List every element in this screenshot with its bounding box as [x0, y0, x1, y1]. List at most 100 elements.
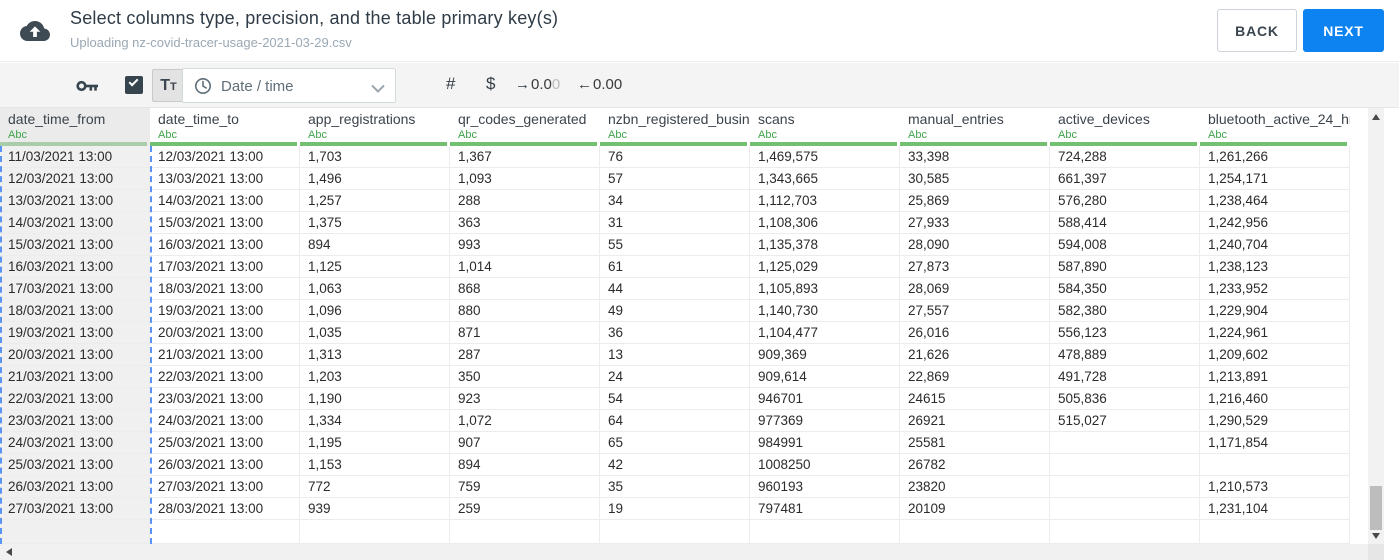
table-cell[interactable]: 588,414	[1050, 212, 1200, 234]
table-cell[interactable]: 26782	[900, 454, 1050, 476]
vertical-scrollbar-thumb[interactable]	[1370, 486, 1382, 530]
column-type-dropdown[interactable]: Date / time	[182, 68, 396, 103]
table-cell[interactable]	[750, 520, 900, 544]
table-cell[interactable]: 49	[600, 300, 750, 322]
table-cell[interactable]: 1,238,123	[1200, 256, 1350, 278]
table-cell[interactable]: 21/03/2021 13:00	[150, 344, 300, 366]
table-cell[interactable]: 478,889	[1050, 344, 1200, 366]
table-cell[interactable]: 1,140,730	[750, 300, 900, 322]
table-cell[interactable]	[300, 520, 450, 544]
table-cell[interactable]: 27,557	[900, 300, 1050, 322]
table-cell[interactable]: 25,869	[900, 190, 1050, 212]
column-header-bluetooth_active_24_hr_[interactable]: bluetooth_active_24_hr_ Abc	[1200, 108, 1350, 146]
table-cell[interactable]: 18/03/2021 13:00	[0, 300, 150, 322]
table-cell[interactable]: 1,104,477	[750, 322, 900, 344]
vertical-scrollbar[interactable]	[1368, 108, 1384, 544]
table-cell[interactable]: 1,203	[300, 366, 450, 388]
table-cell[interactable]: 1,229,904	[1200, 300, 1350, 322]
table-cell[interactable]: 1,242,956	[1200, 212, 1350, 234]
table-cell[interactable]: 1,254,171	[1200, 168, 1350, 190]
column-header-app_registrations[interactable]: app_registrations Abc	[300, 108, 450, 146]
table-cell[interactable]: 54	[600, 388, 750, 410]
table-cell[interactable]: 960193	[750, 476, 900, 498]
table-cell[interactable]: 28,090	[900, 234, 1050, 256]
table-cell[interactable]: 1,125	[300, 256, 450, 278]
table-cell[interactable]: 491,728	[1050, 366, 1200, 388]
table-cell[interactable]: 1,238,464	[1200, 190, 1350, 212]
table-cell[interactable]: 15/03/2021 13:00	[0, 234, 150, 256]
column-header-scans[interactable]: scans Abc	[750, 108, 900, 146]
table-cell[interactable]: 30,585	[900, 168, 1050, 190]
table-cell[interactable]: 17/03/2021 13:00	[150, 256, 300, 278]
table-cell[interactable]: 772	[300, 476, 450, 498]
table-cell[interactable]: 17/03/2021 13:00	[0, 278, 150, 300]
table-cell[interactable]: 1,096	[300, 300, 450, 322]
table-cell[interactable]: 25/03/2021 13:00	[0, 454, 150, 476]
table-cell[interactable]: 14/03/2021 13:00	[150, 190, 300, 212]
table-cell[interactable]: 42	[600, 454, 750, 476]
table-cell[interactable]	[1050, 520, 1200, 544]
table-cell[interactable]: 36	[600, 322, 750, 344]
table-cell[interactable]: 797481	[750, 498, 900, 520]
table-cell[interactable]: 1,240,704	[1200, 234, 1350, 256]
table-cell[interactable]	[1200, 520, 1350, 544]
table-cell[interactable]: 939	[300, 498, 450, 520]
table-cell[interactable]: 13/03/2021 13:00	[150, 168, 300, 190]
table-cell[interactable]: 19/03/2021 13:00	[150, 300, 300, 322]
increase-decimals-button[interactable]: →0.00	[515, 76, 560, 93]
table-cell[interactable]: 12/03/2021 13:00	[150, 146, 300, 168]
table-cell[interactable]: 24/03/2021 13:00	[0, 432, 150, 454]
table-cell[interactable]: 1,343,665	[750, 168, 900, 190]
table-cell[interactable]: 65	[600, 432, 750, 454]
table-cell[interactable]: 22,869	[900, 366, 1050, 388]
table-cell[interactable]: 55	[600, 234, 750, 256]
table-cell[interactable]: 515,027	[1050, 410, 1200, 432]
table-cell[interactable]: 27/03/2021 13:00	[0, 498, 150, 520]
table-cell[interactable]: 26/03/2021 13:00	[0, 476, 150, 498]
table-cell[interactable]	[600, 520, 750, 544]
table-cell[interactable]: 907	[450, 432, 600, 454]
scroll-down-icon[interactable]	[1372, 533, 1380, 539]
table-cell[interactable]: 33,398	[900, 146, 1050, 168]
table-cell[interactable]: 977369	[750, 410, 900, 432]
table-cell[interactable]: 26/03/2021 13:00	[150, 454, 300, 476]
table-cell[interactable]: 1,209,602	[1200, 344, 1350, 366]
table-cell[interactable]: 1,195	[300, 432, 450, 454]
table-cell[interactable]: 1,334	[300, 410, 450, 432]
table-cell[interactable]: 871	[450, 322, 600, 344]
table-cell[interactable]: 34	[600, 190, 750, 212]
column-header-date_time_from[interactable]: date_time_from Abc	[0, 108, 150, 146]
table-cell[interactable]: 24615	[900, 388, 1050, 410]
table-cell[interactable]: 894	[300, 234, 450, 256]
table-cell[interactable]: 1,112,703	[750, 190, 900, 212]
next-button[interactable]: NEXT	[1303, 9, 1384, 52]
table-cell[interactable]: 1,108,306	[750, 212, 900, 234]
table-cell[interactable]: 1,035	[300, 322, 450, 344]
table-cell[interactable]: 1,313	[300, 344, 450, 366]
table-cell[interactable]: 35	[600, 476, 750, 498]
currency-type-button[interactable]: $	[486, 74, 496, 93]
table-cell[interactable]: 1,093	[450, 168, 600, 190]
table-cell[interactable]: 259	[450, 498, 600, 520]
table-cell[interactable]: 350	[450, 366, 600, 388]
table-cell[interactable]: 24/03/2021 13:00	[150, 410, 300, 432]
column-header-date_time_to[interactable]: date_time_to Abc	[150, 108, 300, 146]
table-cell[interactable]: 584,350	[1050, 278, 1200, 300]
table-cell[interactable]: 894	[450, 454, 600, 476]
table-cell[interactable]: 1,233,952	[1200, 278, 1350, 300]
table-cell[interactable]: 505,836	[1050, 388, 1200, 410]
table-cell[interactable]: 1,105,893	[750, 278, 900, 300]
table-cell[interactable]: 880	[450, 300, 600, 322]
table-cell[interactable]: 76	[600, 146, 750, 168]
column-header-qr_codes_generated[interactable]: qr_codes_generated Abc	[450, 108, 600, 146]
table-cell[interactable]: 1,224,961	[1200, 322, 1350, 344]
table-cell[interactable]: 1,290,529	[1200, 410, 1350, 432]
table-cell[interactable]: 594,008	[1050, 234, 1200, 256]
table-cell[interactable]: 61	[600, 256, 750, 278]
table-cell[interactable]	[1200, 454, 1350, 476]
table-cell[interactable]: 22/03/2021 13:00	[150, 366, 300, 388]
table-cell[interactable]: 909,614	[750, 366, 900, 388]
scroll-up-icon[interactable]	[1372, 114, 1380, 120]
column-header-active_devices[interactable]: active_devices Abc	[1050, 108, 1200, 146]
table-cell[interactable]: 1,496	[300, 168, 450, 190]
